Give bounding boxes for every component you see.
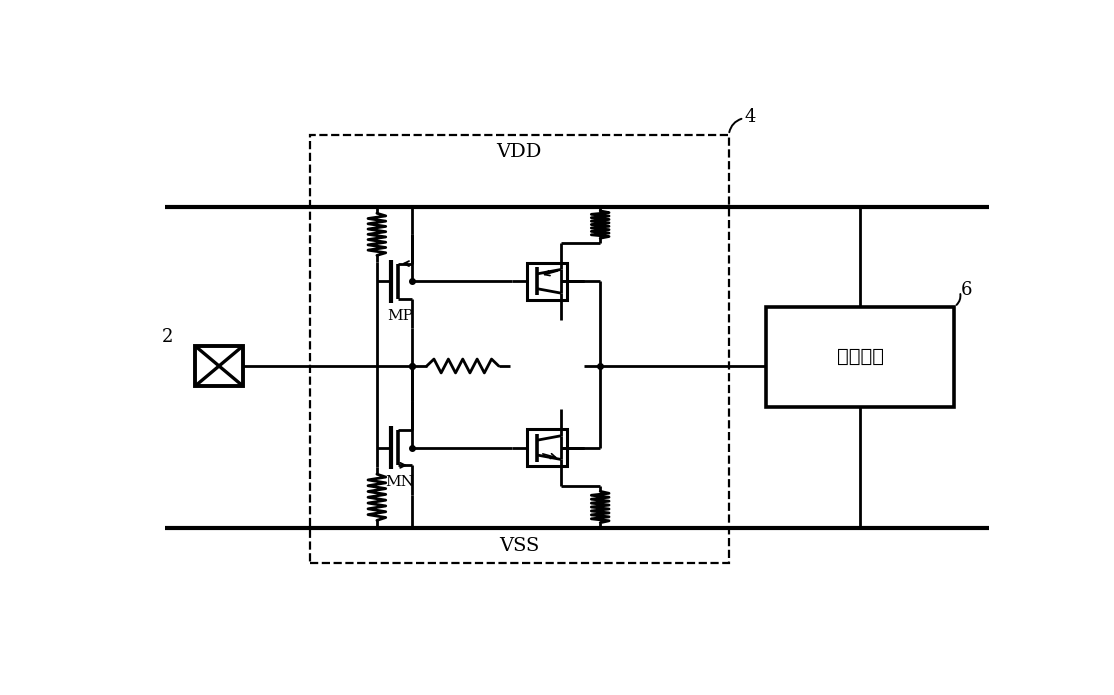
- Text: 4: 4: [744, 108, 755, 126]
- Bar: [527, 263, 567, 300]
- Text: VDD: VDD: [497, 143, 543, 161]
- Text: MN: MN: [385, 475, 414, 489]
- Text: 6: 6: [960, 281, 973, 299]
- Text: VSS: VSS: [499, 537, 539, 555]
- Bar: [527, 429, 567, 466]
- Text: MP: MP: [387, 309, 413, 323]
- Bar: [765, 306, 955, 407]
- Text: 2: 2: [163, 328, 174, 345]
- Text: 逻辑电路: 逻辑电路: [837, 348, 883, 366]
- Bar: [195, 346, 243, 386]
